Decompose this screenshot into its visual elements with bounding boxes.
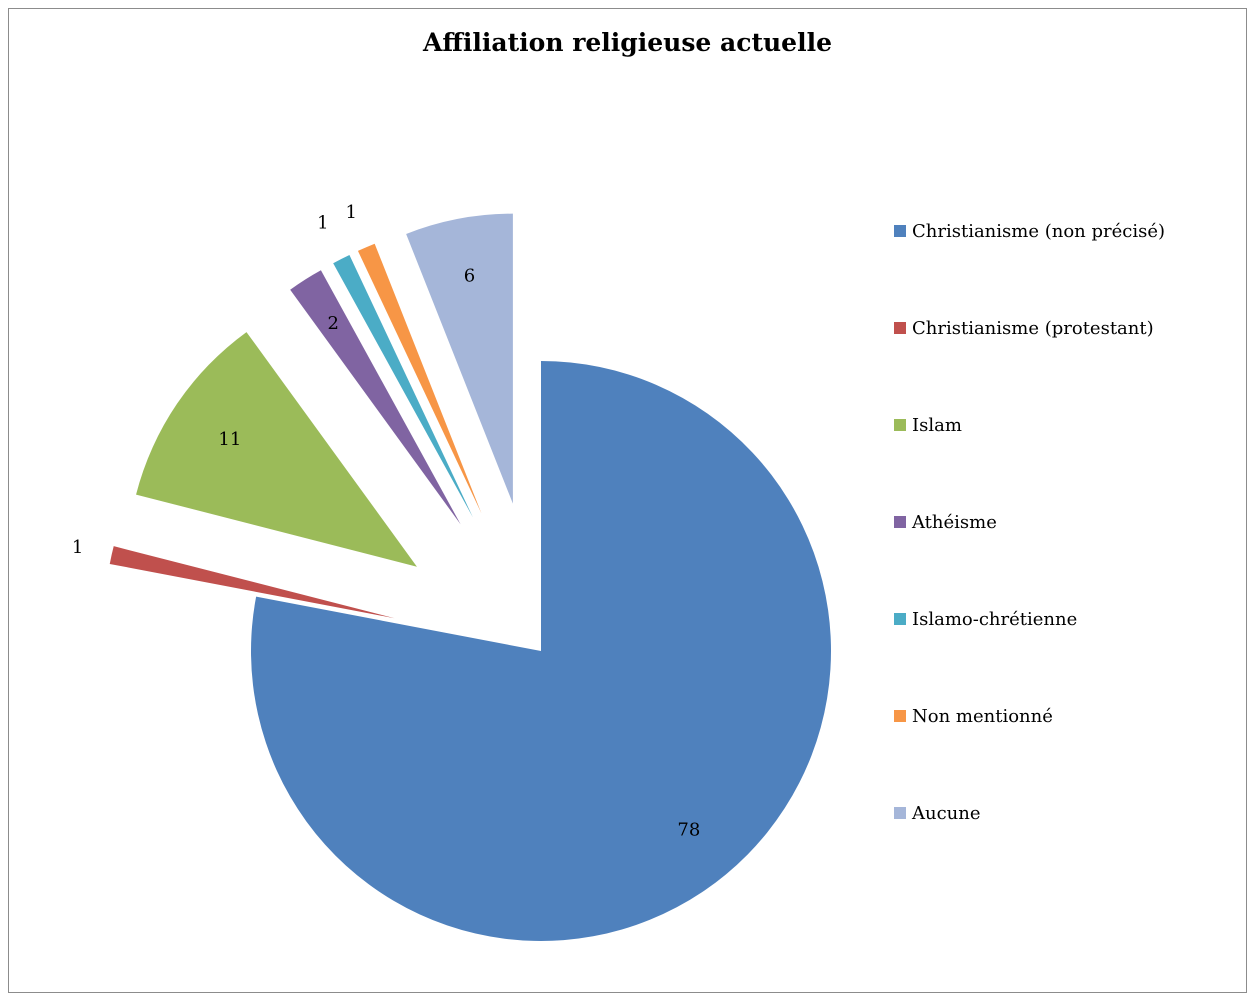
chart-title: Affiliation religieuse actuelle xyxy=(423,28,832,57)
data-label-5: 1 xyxy=(317,212,328,233)
legend-swatch xyxy=(894,419,906,431)
data-label-6: 1 xyxy=(346,202,357,223)
legend-item-7: Aucune xyxy=(894,801,981,825)
legend-swatch xyxy=(894,225,906,237)
pie-slice-6 xyxy=(357,243,482,514)
legend-item-5: Islamo-chrétienne xyxy=(894,607,1077,631)
pie-slice-4 xyxy=(290,270,461,525)
legend-item-6: Non mentionné xyxy=(894,704,1053,728)
legend-label: Athéisme xyxy=(912,511,997,533)
pie-slice-2 xyxy=(109,546,395,619)
legend-swatch xyxy=(894,710,906,722)
pie-slice-1 xyxy=(250,361,831,941)
pie-slice-3 xyxy=(136,332,417,567)
legend-item-1: Christianisme (non précisé) xyxy=(894,219,1165,243)
legend-swatch xyxy=(894,516,906,528)
legend-label: Aucune xyxy=(912,802,981,824)
data-label-2: 1 xyxy=(72,537,83,558)
legend-item-4: Athéisme xyxy=(894,510,997,534)
legend-swatch xyxy=(894,322,906,334)
legend-label: Christianisme (protestant) xyxy=(912,317,1154,339)
data-label-1: 78 xyxy=(677,819,700,840)
legend-item-3: Islam xyxy=(894,413,962,437)
data-label-3: 11 xyxy=(218,429,241,450)
legend-label: Islamo-chrétienne xyxy=(912,608,1078,630)
legend-label: Islam xyxy=(912,414,962,436)
legend-swatch xyxy=(894,807,906,819)
legend-item-2: Christianisme (protestant) xyxy=(894,316,1154,340)
pie-slice-7 xyxy=(406,213,513,504)
legend-label: Non mentionné xyxy=(912,705,1053,727)
pie-slice-5 xyxy=(333,254,473,518)
legend-label: Christianisme (non précisé) xyxy=(912,220,1166,242)
data-label-4: 2 xyxy=(327,313,338,334)
legend-swatch xyxy=(894,613,906,625)
data-label-7: 6 xyxy=(464,265,475,286)
